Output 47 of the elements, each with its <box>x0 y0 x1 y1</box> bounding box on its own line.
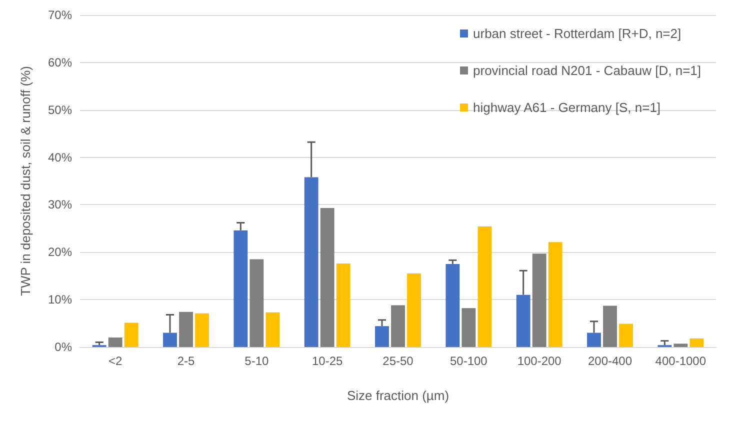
bar <box>587 332 601 347</box>
x-tick-label: 2-5 <box>177 354 195 368</box>
legend-label: highway A61 - Germany [S, n=1] <box>473 100 661 115</box>
bar <box>462 308 476 347</box>
bar <box>234 230 248 347</box>
y-tick-label: 40% <box>48 150 72 164</box>
bar <box>336 264 350 347</box>
bar <box>304 177 318 347</box>
y-tick-label: 10% <box>48 292 72 307</box>
y-tick-label: 30% <box>48 198 72 212</box>
bar <box>195 313 209 347</box>
bar <box>446 264 460 347</box>
y-tick-label: 20% <box>48 245 72 260</box>
legend-label: provincial road N201 - Cabauw [D, n=1] <box>473 63 701 78</box>
y-tick-label: 50% <box>48 102 72 117</box>
y-tick-label: 70% <box>48 8 72 22</box>
bar <box>603 306 617 347</box>
x-axis-title: Size fraction (µm) <box>346 388 450 403</box>
bar <box>407 273 421 347</box>
bar <box>548 242 562 347</box>
legend-label: urban street - Rotterdam [R+D, n=2] <box>473 26 682 41</box>
bar <box>391 305 405 347</box>
bar <box>108 338 122 347</box>
bar <box>690 338 704 347</box>
bar <box>619 324 633 347</box>
bar <box>532 254 546 347</box>
bar <box>375 326 389 347</box>
bar <box>516 294 530 347</box>
x-tick-label: 25-50 <box>382 354 414 368</box>
bar <box>179 312 193 347</box>
x-tick-label: 200-400 <box>588 354 632 368</box>
x-tick-label: 5-10 <box>244 354 269 368</box>
bar <box>674 344 688 347</box>
bar <box>163 332 177 347</box>
y-axis-title: TWP in deposited dust, soil & runoff (%) <box>18 66 33 296</box>
bar <box>478 226 492 347</box>
bar <box>320 208 334 347</box>
x-tick-label: 400-1000 <box>655 354 706 368</box>
y-tick-label: 60% <box>48 55 72 70</box>
x-tick-label: 50-100 <box>450 354 488 368</box>
x-tick-label: 100-200 <box>517 354 562 368</box>
bar <box>250 259 264 347</box>
bar <box>266 312 280 347</box>
x-tick-label: <2 <box>108 354 122 368</box>
bar <box>124 322 138 347</box>
x-tick-label: 10-25 <box>312 354 343 368</box>
y-tick-label: 0% <box>54 340 72 354</box>
